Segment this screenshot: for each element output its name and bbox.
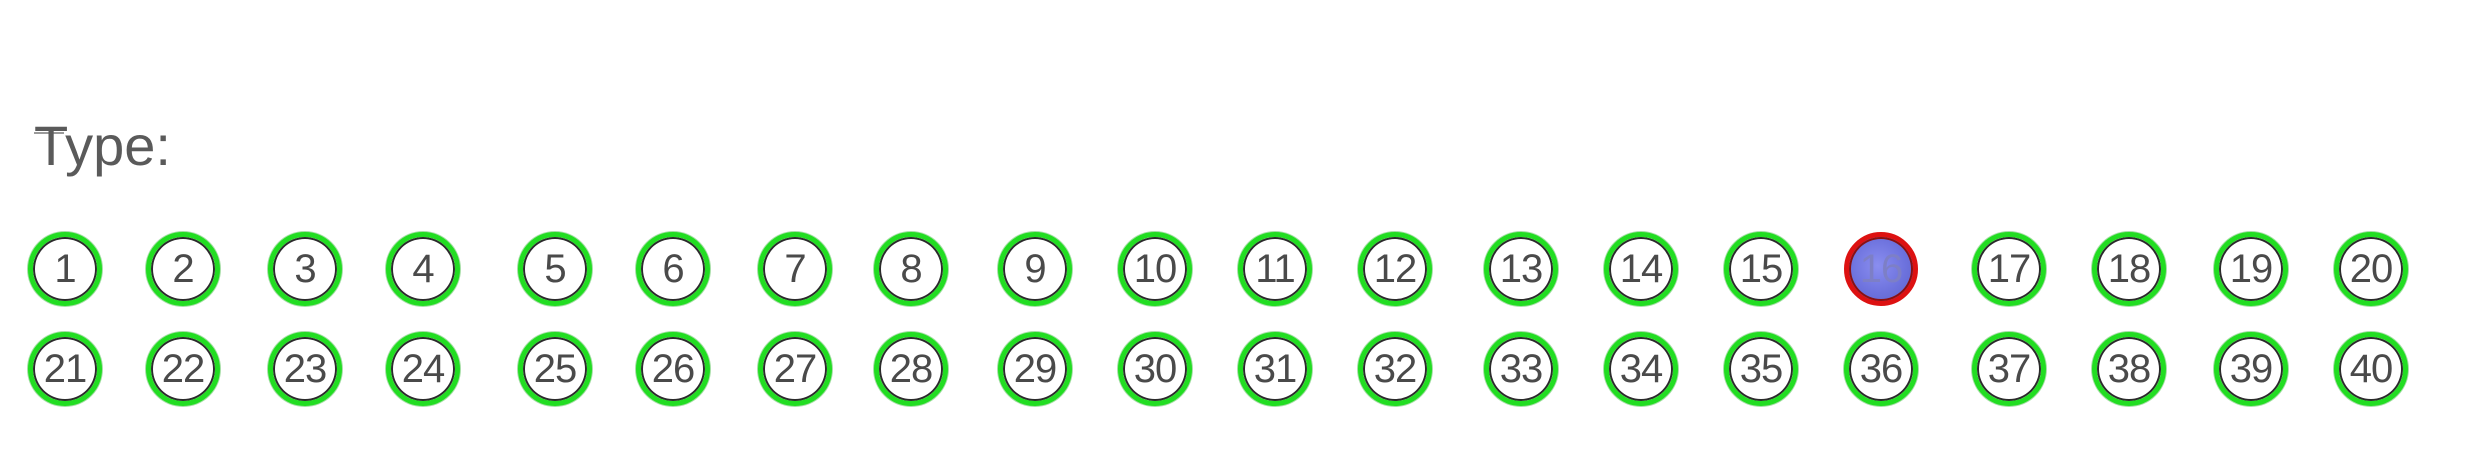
- answer-bubble-34[interactable]: 34: [1604, 332, 1678, 406]
- answer-bubble-21[interactable]: 21: [28, 332, 102, 406]
- bubble-number: 34: [1619, 347, 1663, 391]
- bubble-number: 33: [1499, 347, 1543, 391]
- answer-bubble-26[interactable]: 26: [636, 332, 710, 406]
- bubble-number: 16: [1859, 247, 1903, 291]
- answer-bubble-20[interactable]: 20: [2334, 232, 2408, 306]
- answer-bubble-11[interactable]: 11: [1238, 232, 1312, 306]
- answer-bubble-17[interactable]: 17: [1972, 232, 2046, 306]
- answer-bubble-12[interactable]: 12: [1358, 232, 1432, 306]
- bubble-number: 9: [1024, 247, 1046, 291]
- bubble-row-2: 21 22 23 24 25 26 27 28 29 30 31 32 33 34 35 36 37 38 39 40: [0, 332, 2480, 416]
- bubble-number: 3: [294, 247, 316, 291]
- answer-bubble-33[interactable]: 33: [1484, 332, 1558, 406]
- bubble-number: 10: [1133, 247, 1177, 291]
- text-cursor-mark: [34, 132, 64, 134]
- answer-bubble-16[interactable]: 16: [1844, 232, 1918, 306]
- bubble-number: 22: [161, 347, 205, 391]
- answer-bubble-8[interactable]: 8: [874, 232, 948, 306]
- bubble-number: 25: [533, 347, 577, 391]
- bubble-row-1: 1 2 3 4 5 6 7 8 9 10 11 12 13 14 15 16 17 18 19 20: [0, 232, 2480, 316]
- bubble-number: 27: [773, 347, 817, 391]
- bubble-number: 28: [889, 347, 933, 391]
- bubble-number: 39: [2229, 347, 2273, 391]
- bubble-number: 2: [172, 247, 194, 291]
- bubble-number: 32: [1373, 347, 1417, 391]
- answer-bubble-35[interactable]: 35: [1724, 332, 1798, 406]
- answer-bubble-5[interactable]: 5: [518, 232, 592, 306]
- bubble-number: 37: [1987, 347, 2031, 391]
- answer-bubble-25[interactable]: 25: [518, 332, 592, 406]
- answer-bubble-27[interactable]: 27: [758, 332, 832, 406]
- bubble-number: 12: [1373, 247, 1417, 291]
- answer-bubble-6[interactable]: 6: [636, 232, 710, 306]
- type-label: Type:: [34, 114, 171, 177]
- answer-bubble-7[interactable]: 7: [758, 232, 832, 306]
- answer-bubble-4[interactable]: 4: [386, 232, 460, 306]
- bubble-number: 11: [1255, 247, 1296, 291]
- answer-bubble-19[interactable]: 19: [2214, 232, 2288, 306]
- answer-bubble-32[interactable]: 32: [1358, 332, 1432, 406]
- bubble-number: 26: [651, 347, 695, 391]
- bubble-number: 30: [1133, 347, 1177, 391]
- bubble-number: 29: [1013, 347, 1057, 391]
- bubble-number: 31: [1253, 347, 1297, 391]
- answer-bubble-38[interactable]: 38: [2092, 332, 2166, 406]
- answer-bubble-39[interactable]: 39: [2214, 332, 2288, 406]
- answer-bubble-15[interactable]: 15: [1724, 232, 1798, 306]
- answer-bubble-9[interactable]: 9: [998, 232, 1072, 306]
- answer-bubble-22[interactable]: 22: [146, 332, 220, 406]
- answer-bubble-24[interactable]: 24: [386, 332, 460, 406]
- bubble-number: 1: [54, 247, 76, 291]
- answer-bubble-31[interactable]: 31: [1238, 332, 1312, 406]
- bubble-number: 8: [900, 247, 922, 291]
- answer-bubble-30[interactable]: 30: [1118, 332, 1192, 406]
- answer-bubble-28[interactable]: 28: [874, 332, 948, 406]
- bubble-number: 36: [1859, 347, 1903, 391]
- bubble-number: 20: [2349, 247, 2393, 291]
- answer-bubble-13[interactable]: 13: [1484, 232, 1558, 306]
- answer-bubble-36[interactable]: 36: [1844, 332, 1918, 406]
- bubble-number: 24: [401, 347, 445, 391]
- bubble-number: 17: [1987, 247, 2031, 291]
- bubble-number: 14: [1619, 247, 1663, 291]
- answer-bubble-14[interactable]: 14: [1604, 232, 1678, 306]
- bubble-number: 6: [662, 247, 684, 291]
- bubble-number: 40: [2349, 347, 2393, 391]
- answer-bubble-23[interactable]: 23: [268, 332, 342, 406]
- answer-bubble-29[interactable]: 29: [998, 332, 1072, 406]
- bubble-number: 7: [784, 247, 806, 291]
- answer-bubble-18[interactable]: 18: [2092, 232, 2166, 306]
- bubble-number: 15: [1739, 247, 1783, 291]
- bubble-number: 35: [1739, 347, 1783, 391]
- answer-bubble-3[interactable]: 3: [268, 232, 342, 306]
- answer-bubble-1[interactable]: 1: [28, 232, 102, 306]
- bubble-number: 23: [283, 347, 327, 391]
- answer-bubble-40[interactable]: 40: [2334, 332, 2408, 406]
- bubble-number: 21: [43, 347, 87, 391]
- bubble-number: 18: [2107, 247, 2151, 291]
- answer-bubble-37[interactable]: 37: [1972, 332, 2046, 406]
- bubble-number: 4: [412, 247, 434, 291]
- answer-bubble-2[interactable]: 2: [146, 232, 220, 306]
- bubble-number: 19: [2229, 247, 2273, 291]
- bubble-number: 38: [2107, 347, 2151, 391]
- bubble-number: 13: [1499, 247, 1543, 291]
- bubble-number: 5: [544, 247, 566, 291]
- answer-bubble-10[interactable]: 10: [1118, 232, 1192, 306]
